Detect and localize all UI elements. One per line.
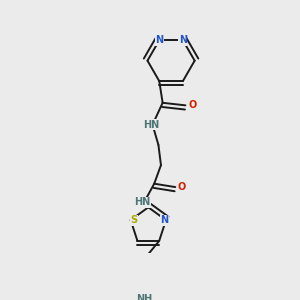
Text: NH: NH (136, 294, 152, 300)
Text: HN: HN (134, 197, 151, 207)
Text: O: O (178, 182, 186, 192)
Text: O: O (188, 100, 196, 110)
Text: S: S (130, 215, 138, 225)
Text: N: N (160, 215, 168, 225)
Text: N: N (179, 35, 187, 45)
Text: HN: HN (143, 120, 159, 130)
Text: N: N (155, 35, 163, 45)
